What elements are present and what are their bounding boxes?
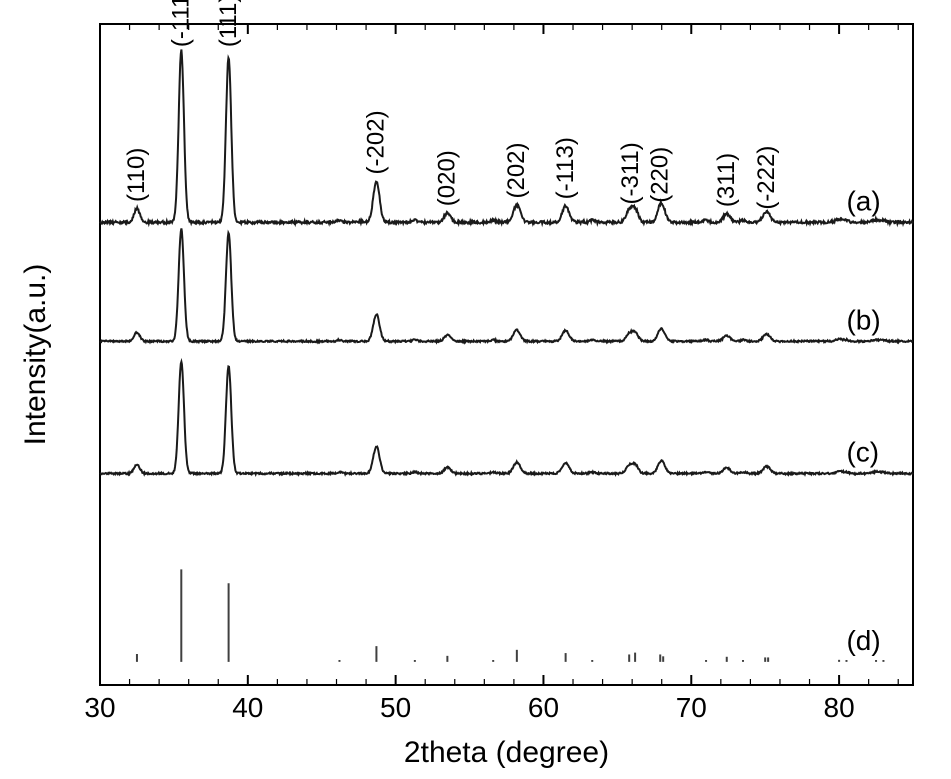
miller-index-label: (311) xyxy=(713,153,740,207)
y-axis-label: Intensity(a.u.) xyxy=(19,264,52,446)
xrd-plot-svg: 30 40 50 60 70 80 2theta (degree) Intensity(a.u… xyxy=(0,0,951,774)
panel-label: (b) xyxy=(846,304,880,335)
x-axis-label: 2theta (degree) xyxy=(404,736,609,769)
plot-bg xyxy=(0,0,951,774)
miller-index-label: (202) xyxy=(503,142,530,198)
miller-index-label: (-311) xyxy=(617,142,644,204)
x-tick-label: 80 xyxy=(824,692,855,723)
miller-index-label: (110) xyxy=(123,148,150,202)
x-tick-label: 40 xyxy=(232,692,263,723)
panel-label: (a) xyxy=(846,185,880,216)
x-tick-label: 50 xyxy=(380,692,411,723)
miller-index-label: (-222) xyxy=(753,146,780,210)
x-tick-label: 60 xyxy=(528,692,559,723)
miller-index-label: (-113) xyxy=(552,137,579,199)
panel-label: (c) xyxy=(846,437,879,468)
miller-index-label: (111) xyxy=(215,0,242,47)
x-tick-label: 70 xyxy=(676,692,707,723)
x-tick-label: 30 xyxy=(84,692,115,723)
miller-index-label: (220) xyxy=(646,147,673,203)
miller-index-label: (020) xyxy=(434,150,461,206)
miller-index-label: (-202) xyxy=(363,110,390,174)
miller-index-label: (-111) xyxy=(168,0,195,47)
xrd-plot-container: 30 40 50 60 70 80 2theta (degree) Intensity(a.u… xyxy=(0,0,951,774)
panel-label: (d) xyxy=(846,625,880,656)
